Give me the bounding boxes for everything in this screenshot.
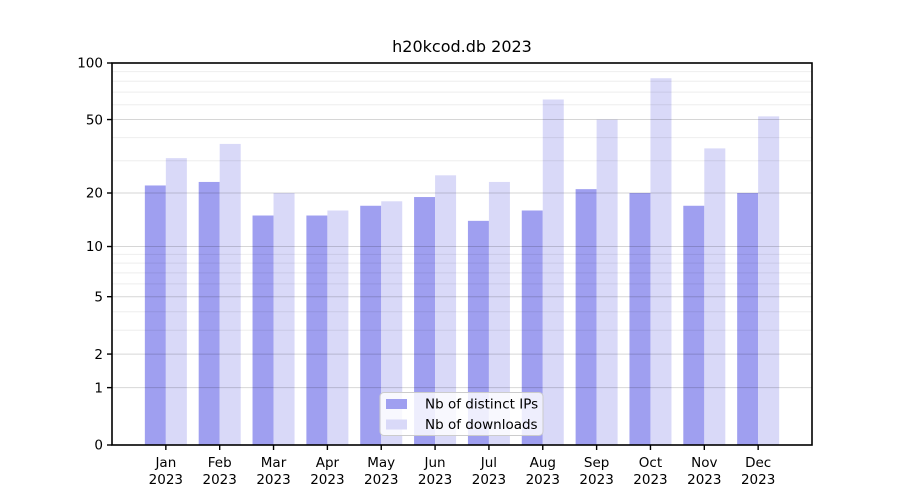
x-tick-label-year-may: 2023 bbox=[364, 472, 398, 488]
x-tick-label-month-may: May bbox=[367, 455, 395, 471]
x-tick-label-year-nov: 2023 bbox=[687, 472, 721, 488]
y-tick-label-100: 100 bbox=[77, 56, 103, 72]
x-tick-label-year-feb: 2023 bbox=[203, 472, 237, 488]
x-tick-label-year-aug: 2023 bbox=[526, 472, 560, 488]
bar-distinct-ips-apr bbox=[306, 215, 328, 445]
bar-downloads-jul bbox=[488, 181, 510, 445]
x-tick-label-year-mar: 2023 bbox=[256, 472, 290, 488]
y-tick-label-5: 5 bbox=[94, 289, 103, 305]
bar-downloads-jun bbox=[435, 175, 457, 445]
y-tick-label-10: 10 bbox=[86, 239, 103, 255]
x-tick-label-year-sep: 2023 bbox=[579, 472, 613, 488]
x-tick-label-month-mar: Mar bbox=[261, 455, 287, 471]
bars-layer bbox=[144, 78, 780, 446]
x-tick-label-month-apr: Apr bbox=[316, 455, 340, 471]
bar-downloads-mar bbox=[273, 193, 295, 445]
x-tick-label-year-oct: 2023 bbox=[633, 472, 667, 488]
chart-title: h20kcod.db 2023 bbox=[392, 37, 532, 56]
bar-distinct-ips-dec bbox=[737, 193, 759, 445]
bar-downloads-dec bbox=[758, 116, 780, 446]
legend-swatch-downloads bbox=[386, 419, 407, 430]
x-tick-label-year-jan: 2023 bbox=[149, 472, 183, 488]
y-tick-label-2: 2 bbox=[94, 347, 103, 363]
bar-distinct-ips-nov bbox=[683, 205, 705, 445]
x-tick-label-month-nov: Nov bbox=[691, 455, 717, 471]
x-tick-label-month-aug: Aug bbox=[530, 455, 556, 471]
y-tick-label-1: 1 bbox=[94, 380, 103, 396]
plot-frame bbox=[111, 62, 813, 446]
x-tick-label-month-jul: Jul bbox=[480, 455, 497, 471]
bar-distinct-ips-may bbox=[360, 205, 382, 445]
x-tick-label-month-feb: Feb bbox=[208, 455, 232, 471]
legend-swatch-distinct-ips bbox=[386, 399, 407, 409]
x-tick-label-month-sep: Sep bbox=[584, 455, 609, 471]
legend: Nb of distinct IPs Nb of downloads bbox=[379, 392, 544, 436]
bar-distinct-ips-jan bbox=[144, 185, 166, 445]
bar-downloads-oct bbox=[650, 78, 672, 446]
x-tick-label-month-oct: Oct bbox=[639, 455, 662, 471]
legend-label-downloads: Nb of downloads bbox=[425, 417, 538, 433]
bar-distinct-ips-jul bbox=[467, 220, 489, 445]
x-tick-label-month-jun: Jun bbox=[424, 455, 446, 471]
x-tick-label-year-jun: 2023 bbox=[418, 472, 452, 488]
axes-layer: 0125102050100Jan2023Feb2023Mar2023Apr202… bbox=[77, 56, 775, 488]
bar-distinct-ips-feb bbox=[198, 181, 220, 445]
y-tick-label-50: 50 bbox=[86, 112, 103, 128]
x-tick-label-month-dec: Dec bbox=[745, 455, 771, 471]
bar-downloads-jan bbox=[165, 158, 187, 445]
x-tick-label-year-jul: 2023 bbox=[472, 472, 506, 488]
bar-distinct-ips-aug bbox=[521, 210, 543, 445]
bar-downloads-may bbox=[381, 201, 403, 445]
bar-distinct-ips-oct bbox=[629, 193, 651, 445]
x-tick-label-year-dec: 2023 bbox=[741, 472, 775, 488]
bar-downloads-sep bbox=[596, 119, 618, 445]
x-tick-label-year-apr: 2023 bbox=[310, 472, 344, 488]
legend-label-distinct-ips: Nb of distinct IPs bbox=[425, 397, 538, 413]
bar-downloads-aug bbox=[542, 99, 564, 446]
bar-downloads-nov bbox=[704, 148, 726, 445]
major-gridlines bbox=[112, 119, 812, 389]
bar-downloads-apr bbox=[327, 210, 349, 445]
bar-downloads-feb bbox=[219, 143, 241, 445]
x-tick-label-month-jan: Jan bbox=[154, 455, 176, 471]
legend-box bbox=[379, 392, 544, 436]
bar-distinct-ips-jun bbox=[414, 197, 436, 445]
y-tick-label-20: 20 bbox=[86, 186, 103, 202]
bar-distinct-ips-mar bbox=[252, 215, 274, 445]
bar-distinct-ips-sep bbox=[575, 189, 597, 445]
y-tick-label-0: 0 bbox=[94, 438, 103, 454]
minor-gridlines bbox=[112, 71, 812, 331]
